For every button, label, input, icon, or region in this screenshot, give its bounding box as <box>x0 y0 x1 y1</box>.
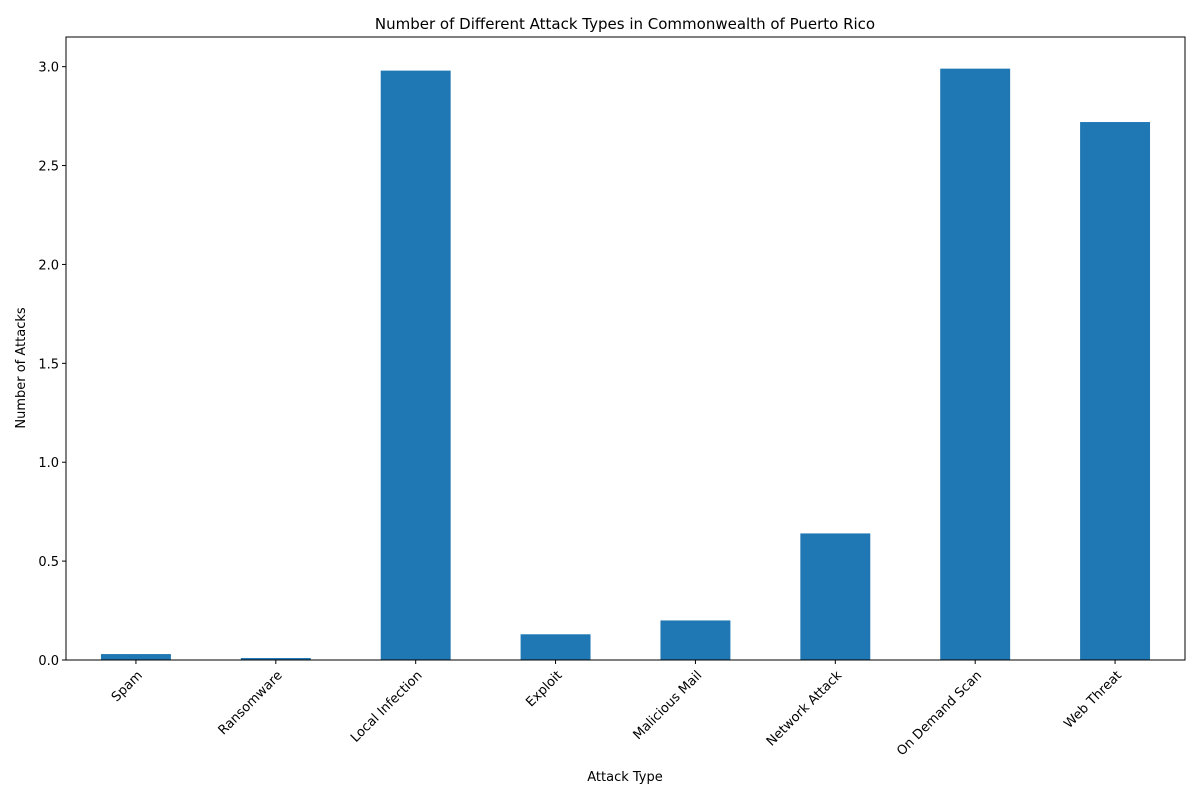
bar-exploit <box>520 634 591 660</box>
y-tick-label: 1.0 <box>38 456 59 471</box>
bar-spam <box>100 654 171 660</box>
bar-local-infection <box>380 70 451 661</box>
x-tick-label: Network Attack <box>764 668 846 750</box>
bar-ransomware <box>240 658 311 660</box>
x-tick-label: Ransomware <box>216 668 286 738</box>
x-axis: Spam Ransomware Local Infection Exploit Mali… <box>109 660 1125 759</box>
y-tick-label: 2.5 <box>38 160 59 175</box>
bar-on-demand-scan <box>940 68 1011 660</box>
y-tick-label: 0.0 <box>38 654 59 669</box>
y-tick-label: 2.0 <box>38 258 59 273</box>
plot-frame <box>65 36 1186 661</box>
y-tick-label: 0.5 <box>38 555 59 570</box>
y-tick-label: 1.5 <box>38 357 59 372</box>
bar-web-threat <box>1080 122 1151 661</box>
x-tick-label: Exploit <box>523 668 565 710</box>
x-axis-label: Attack Type <box>587 770 663 785</box>
y-tick-label: 3.0 <box>38 61 59 76</box>
chart-title: Number of Different Attack Types in Comm… <box>375 15 875 33</box>
x-tick-label: On Demand Scan <box>894 668 985 759</box>
x-tick-label: Web Threat <box>1061 668 1124 731</box>
bar-malicious-mail <box>660 620 731 660</box>
y-axis: 0.0 0.5 1.0 1.5 2.0 2.5 3.0 <box>38 61 66 669</box>
bars <box>100 68 1151 661</box>
x-tick-label: Malicious Mail <box>631 668 706 743</box>
x-tick-label: Spam <box>109 668 146 705</box>
x-tick-label: Local Infection <box>348 668 425 745</box>
y-axis-label: Number of Attacks <box>14 307 29 429</box>
bar-network-attack <box>800 533 871 660</box>
